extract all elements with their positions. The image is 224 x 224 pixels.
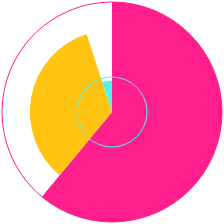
outer-ring — [2, 2, 222, 222]
slices — [30, 2, 222, 222]
slice — [30, 34, 112, 175]
chart — [0, 0, 224, 224]
plot — [2, 2, 222, 222]
slice — [102, 81, 112, 112]
inner-ring — [77, 77, 147, 147]
